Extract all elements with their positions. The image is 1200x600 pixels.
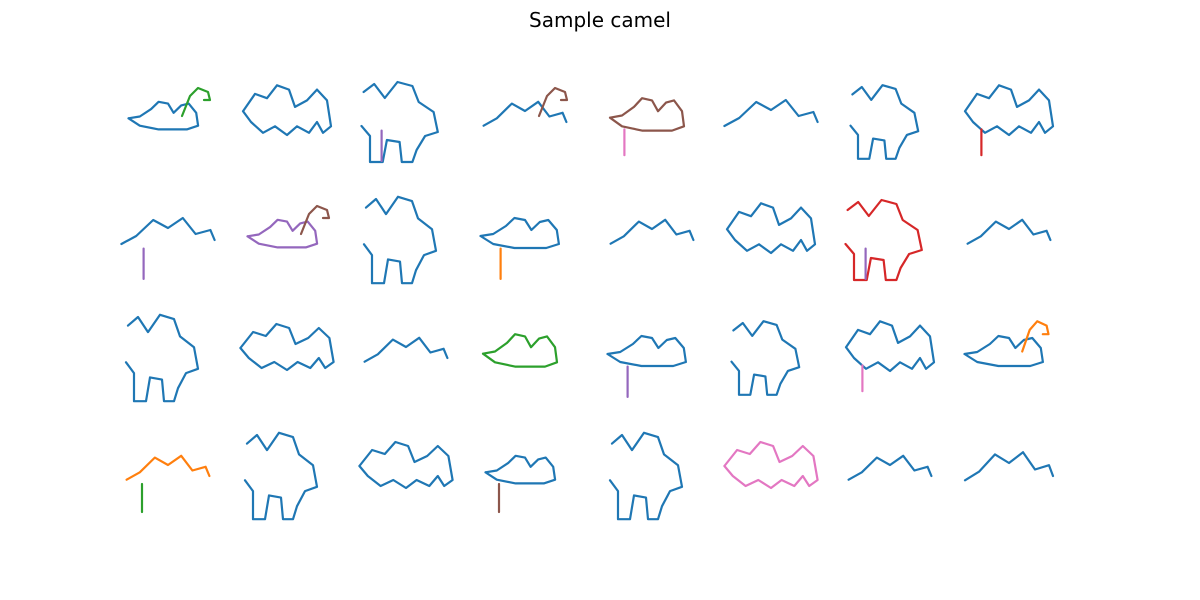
stroke — [241, 84, 333, 137]
camel-sketch-2-3 — [362, 195, 438, 285]
camel-sketch-1-3 — [360, 80, 439, 164]
stroke — [963, 84, 1055, 137]
camel-sketch-1-2 — [241, 84, 333, 137]
stroke — [481, 333, 559, 368]
camel-sketch-4-8 — [963, 451, 1055, 482]
stroke — [360, 80, 439, 164]
camel-sketch-3-2 — [239, 322, 335, 372]
stroke — [180, 86, 212, 118]
stroke — [120, 216, 216, 246]
camel-sketch-2-2 — [246, 204, 331, 249]
camel-sketch-4-4 — [484, 454, 557, 514]
camel-sketch-2-8 — [966, 218, 1052, 245]
stroke — [362, 195, 438, 285]
stroke — [849, 84, 920, 160]
camel-sketch-4-6 — [723, 440, 819, 490]
stroke — [723, 98, 819, 128]
camel-sketch-4-7 — [847, 454, 933, 481]
camel-sketch-1-4 — [482, 86, 569, 127]
stroke — [299, 204, 331, 236]
stroke — [125, 454, 211, 481]
stroke — [966, 218, 1052, 245]
stroke — [479, 216, 560, 250]
stroke — [844, 198, 923, 282]
camel-sketch-4-1 — [125, 454, 211, 514]
camel-sketch-3-3 — [363, 336, 449, 363]
stroke — [847, 454, 933, 481]
camel-sketch-3-8 — [963, 320, 1050, 368]
camel-sketch-2-1 — [120, 216, 216, 280]
camel-sketch-4-5 — [608, 431, 684, 521]
stroke — [606, 334, 687, 368]
camel-sketch-4-2 — [243, 431, 319, 521]
camel-sketch-1-8 — [963, 84, 1055, 157]
camel-sketch-3-7 — [844, 320, 936, 393]
camel-sketch-1-6 — [723, 98, 819, 128]
camel-sketch-1-5 — [608, 97, 686, 157]
stroke — [844, 320, 936, 373]
stroke — [482, 100, 568, 127]
stroke — [484, 454, 557, 485]
stroke — [243, 431, 319, 521]
stroke — [608, 431, 684, 521]
stroke — [963, 451, 1055, 482]
camel-sketch-2-5 — [609, 218, 695, 245]
camel-sketch-2-7 — [844, 198, 923, 282]
camel-sketch-4-3 — [358, 440, 454, 490]
camel-sketch-2-6 — [725, 202, 817, 255]
stroke — [358, 440, 454, 490]
camel-sketch-1-7 — [849, 84, 920, 160]
stroke — [1021, 320, 1050, 353]
camel-sketch-3-1 — [124, 313, 200, 403]
stroke — [363, 336, 449, 363]
camel-sketch-1-1 — [127, 86, 212, 131]
camel-sketch-3-5 — [606, 334, 687, 398]
camel-sketch-3-6 — [730, 320, 801, 396]
stroke — [730, 320, 801, 396]
stroke — [609, 218, 695, 245]
figure-title: Sample camel — [529, 8, 671, 32]
stroke — [537, 86, 569, 118]
stroke — [124, 313, 200, 403]
stroke — [725, 202, 817, 255]
stroke — [127, 100, 200, 131]
camel-sketch-3-4 — [481, 333, 559, 368]
stroke — [963, 334, 1044, 368]
stroke — [608, 97, 686, 132]
camel-sketch-2-4 — [479, 216, 560, 280]
stroke — [246, 218, 319, 249]
stroke — [723, 440, 819, 490]
stroke — [239, 322, 335, 372]
